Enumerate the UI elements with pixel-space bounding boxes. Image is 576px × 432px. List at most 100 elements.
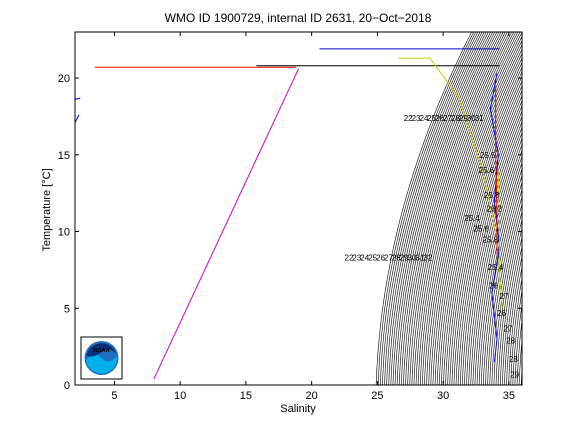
density-label: 25.8 bbox=[484, 191, 500, 200]
isopycnal-line bbox=[506, 254, 522, 385]
isopycnal-line bbox=[510, 276, 522, 385]
isopycnal-line bbox=[382, 32, 479, 385]
density-label: 28 bbox=[506, 337, 515, 346]
isopycnal-line bbox=[394, 32, 491, 385]
density-label: 25.6 bbox=[473, 225, 489, 234]
isopycnal-line bbox=[422, 32, 519, 385]
density-label: 24 bbox=[360, 254, 369, 263]
isopycnal-line bbox=[499, 227, 522, 385]
isopycnal-line bbox=[409, 32, 506, 385]
density-label: 23 bbox=[352, 254, 361, 263]
y-tick-label: 20 bbox=[58, 73, 70, 85]
isopycnal-line bbox=[411, 32, 508, 385]
density-label: 32 bbox=[423, 254, 432, 263]
isopycnal-line bbox=[514, 302, 522, 385]
series-line-2 bbox=[75, 97, 81, 100]
isopycnal-line bbox=[464, 115, 522, 385]
y-tick-label: 0 bbox=[64, 380, 70, 392]
density-label: 30 bbox=[467, 114, 476, 123]
isopycnal-lines bbox=[375, 32, 522, 385]
y-tick-label: 5 bbox=[64, 303, 70, 315]
isopycnal-line bbox=[426, 32, 522, 385]
isopycnal-line bbox=[424, 32, 521, 385]
density-label: 25.5 bbox=[480, 151, 496, 160]
isopycnal-line bbox=[405, 32, 502, 385]
isopycnal-line bbox=[455, 94, 522, 385]
density-label: 22 bbox=[404, 114, 413, 123]
density-label: 27 bbox=[504, 324, 513, 333]
series-line-8 bbox=[495, 85, 498, 255]
isopycnal-line bbox=[413, 32, 510, 385]
isopycnal-line bbox=[497, 218, 522, 385]
isopycnal-line bbox=[480, 161, 522, 385]
isopycnal-line bbox=[478, 155, 522, 385]
isopycnal-line bbox=[390, 32, 487, 385]
density-label: 25.6 bbox=[479, 166, 495, 175]
density-label: 23 bbox=[412, 114, 421, 123]
plot-area: 2223242526272829303125.525.625.826.225.4… bbox=[74, 31, 523, 386]
isopycnal-line bbox=[470, 131, 522, 385]
density-label: 25.8 bbox=[483, 235, 499, 244]
x-axis-label: Salinity bbox=[280, 403, 316, 415]
density-label: 27 bbox=[500, 292, 509, 301]
density-label: 26 bbox=[489, 281, 498, 290]
x-tick-label: 35 bbox=[503, 390, 515, 402]
density-label: 25.4 bbox=[464, 214, 480, 223]
density-label: 26 bbox=[435, 114, 444, 123]
density-label: 30 bbox=[408, 254, 417, 263]
density-label: 26.2 bbox=[487, 205, 503, 214]
isopycnal-line bbox=[438, 57, 522, 385]
isopycnal-line bbox=[472, 137, 522, 385]
axes-frame bbox=[74, 31, 523, 386]
x-tick-label: 25 bbox=[371, 390, 383, 402]
density-label: 27 bbox=[443, 114, 452, 123]
logo-bird bbox=[86, 343, 117, 357]
isopycnal-line bbox=[432, 44, 522, 385]
density-label: 27 bbox=[384, 254, 393, 263]
isopycnal-line bbox=[512, 288, 522, 385]
isopycnal-line bbox=[415, 32, 512, 385]
x-axis-ticks: 5 10 15 20 25 30 35 bbox=[111, 32, 515, 402]
isopycnal-line bbox=[516, 318, 522, 385]
density-label: 25 bbox=[368, 254, 377, 263]
isopycnal-line bbox=[493, 202, 522, 385]
y-axis-ticks: 0 5 10 15 20 bbox=[58, 73, 522, 392]
x-tick-label: 5 bbox=[111, 390, 117, 402]
isopycnal-line bbox=[436, 52, 522, 385]
density-labels: 2223242526272829303125.525.625.826.225.4… bbox=[345, 114, 520, 379]
isopycnal-line bbox=[377, 32, 474, 385]
series-line-9 bbox=[497, 170, 501, 278]
density-label: 28 bbox=[509, 355, 518, 364]
isopycnal-line bbox=[485, 174, 522, 385]
isopycnal-line bbox=[396, 32, 493, 385]
isopycnal-line bbox=[384, 32, 481, 385]
isopycnal-line bbox=[419, 32, 517, 385]
series-line-1 bbox=[153, 68, 299, 380]
isopycnal-line bbox=[449, 80, 522, 385]
logo-wave bbox=[86, 354, 118, 374]
isopycnal-line bbox=[483, 167, 522, 385]
density-label: 28 bbox=[392, 254, 401, 263]
density-label: 28 bbox=[451, 114, 460, 123]
isopycnal-line bbox=[447, 75, 522, 385]
isopycnal-line bbox=[457, 100, 522, 385]
isopycnal-line bbox=[407, 32, 504, 385]
chart-title: WMO ID 1900729, internal ID 2631, 20−Oct… bbox=[165, 11, 432, 25]
density-label: 24 bbox=[420, 114, 429, 123]
series-layer bbox=[75, 48, 503, 380]
density-label: 29 bbox=[510, 370, 519, 379]
y-axis-label: Temperature [°C] bbox=[41, 168, 53, 251]
isopycnal-line bbox=[504, 245, 522, 385]
density-label: 26 bbox=[497, 309, 506, 318]
isopycnal-line bbox=[401, 32, 498, 385]
series-line-3 bbox=[75, 114, 80, 123]
isopycnal-line bbox=[466, 120, 522, 385]
density-label: 29 bbox=[459, 114, 468, 123]
density-label: 22 bbox=[345, 254, 354, 263]
isopycnal-line bbox=[508, 265, 522, 385]
y-tick-label: 15 bbox=[58, 150, 70, 162]
isopycnal-line bbox=[495, 210, 522, 385]
isopycnal-line bbox=[388, 32, 485, 385]
noaa-logo: NOAA bbox=[80, 336, 123, 380]
